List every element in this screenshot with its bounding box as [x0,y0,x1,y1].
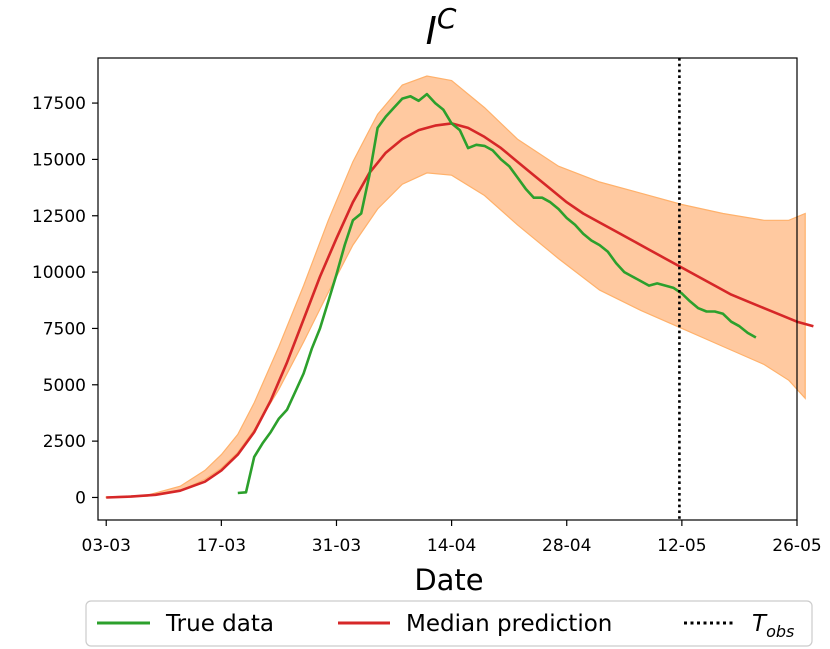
series-layer [106,92,814,499]
y-tick-label: 15000 [32,150,86,170]
chart-title-superscript: C [437,2,457,35]
plot-frame [97,57,798,521]
y-tick-label: 10000 [32,263,86,283]
legend-label-true-data: True data [165,611,274,637]
y-tick-label: 0 [75,488,86,508]
x-tick-label: 12-05 [657,536,706,556]
chart-title: IC [426,2,457,53]
y-tick-label: 7500 [43,319,86,339]
series-line-true-data [237,92,757,495]
y-tick-label: 2500 [43,432,86,452]
x-axis-label: Date [414,563,483,597]
y-tick-label: 5000 [43,376,86,396]
tick-layer: 03-03 17-03 31-03 14-04 28-04 12-05 26-05 0 2500… [32,94,822,556]
legend-t-obs-main: T [752,611,768,637]
y-tick-label: 12500 [32,207,86,227]
x-tick-label: 14-04 [427,536,476,556]
legend-t-obs-subscript: obs [766,622,794,641]
x-tick-label: 17-03 [197,536,246,556]
legend: True data Median prediction Tobs [85,600,813,647]
chart-title-main: I [426,9,437,53]
x-tick-label: 28-04 [542,536,591,556]
legend-box [85,600,813,647]
y-tick-label: 17500 [32,94,86,114]
x-tick-label: 31-03 [312,536,361,556]
x-tick-label: 26-05 [772,536,821,556]
legend-label-median-prediction: Median prediction [406,611,612,637]
series-line-median-prediction [106,122,814,499]
x-tick-label: 03-03 [82,536,131,556]
prediction-interval-band [105,75,806,499]
legend-label-t-obs: Tobs [752,611,794,641]
